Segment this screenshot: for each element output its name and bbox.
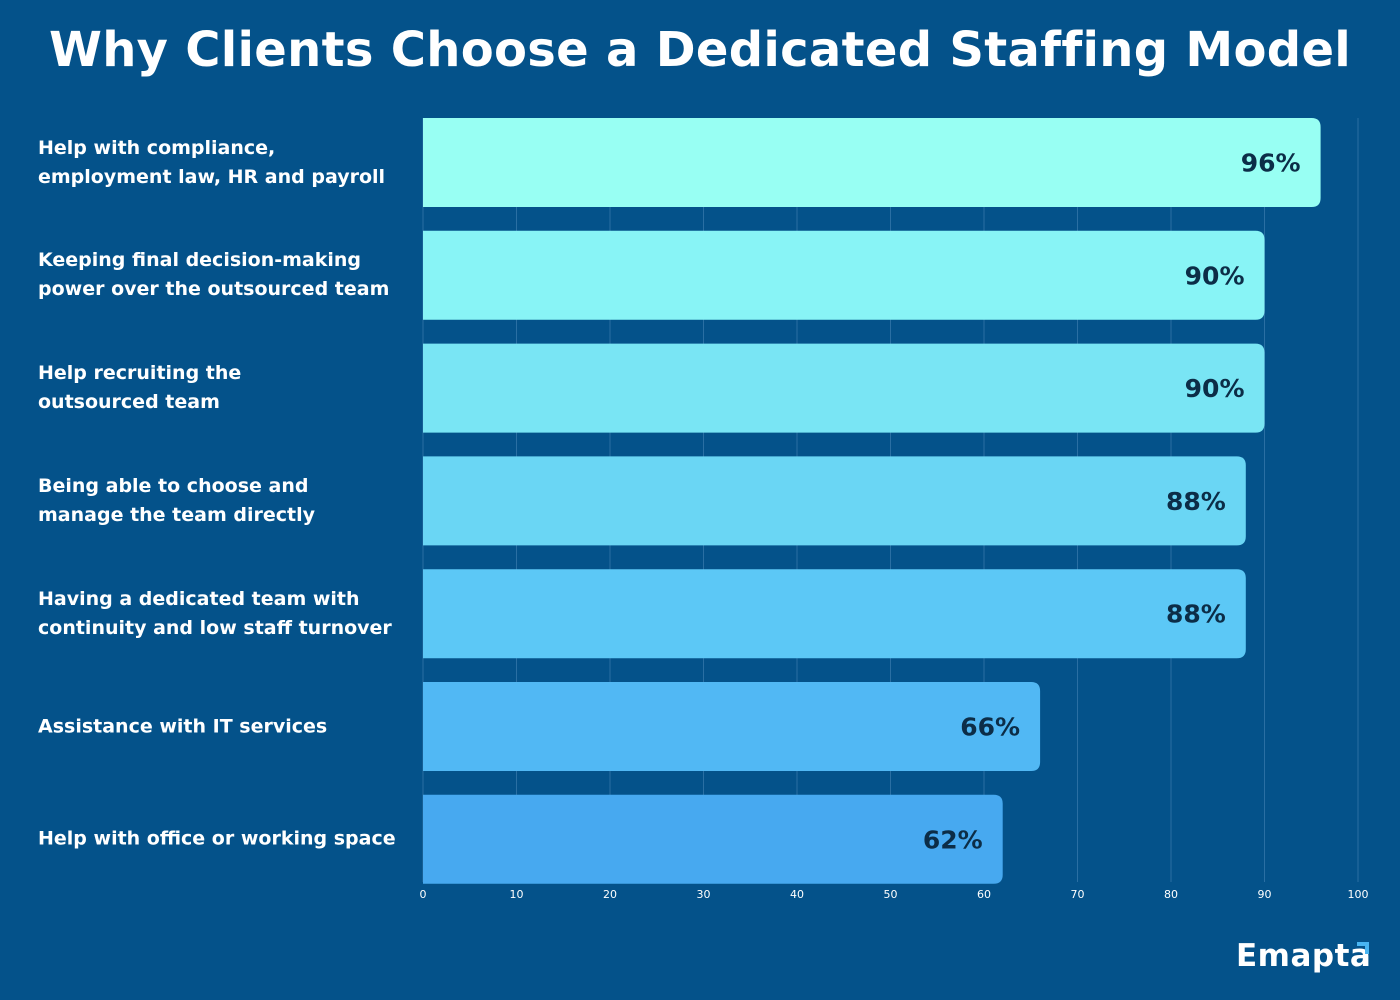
bar-value-label: 88% — [1166, 600, 1226, 629]
bar-value-label: 90% — [1185, 374, 1245, 403]
x-tick-label: 30 — [697, 888, 711, 901]
bar — [423, 456, 1246, 546]
x-tick-label: 80 — [1164, 888, 1178, 901]
bar-value-label: 88% — [1166, 487, 1226, 516]
category-label: Having a dedicated team with continuity … — [38, 587, 392, 639]
bar — [423, 794, 1003, 884]
category-label: Help with compliance, employment law, HR… — [38, 136, 386, 188]
bar — [423, 682, 1041, 771]
bar — [423, 343, 1265, 433]
category-label: Help with office or working space — [38, 827, 396, 850]
logo-corner-icon — [1357, 942, 1369, 954]
x-axis-ticks: 0 10 20 30 40 50 60 70 80 90 100 — [420, 888, 1369, 901]
x-tick-label: 100 — [1348, 888, 1369, 901]
x-tick-label: 60 — [977, 888, 991, 901]
x-tick-label: 0 — [420, 888, 427, 901]
category-label: Help recruiting the outsourced team — [38, 362, 242, 414]
bar-value-label: 66% — [960, 713, 1020, 742]
x-tick-label: 40 — [790, 888, 804, 901]
x-tick-label: 90 — [1258, 888, 1272, 901]
category-label: Keeping final decision-making power over… — [38, 249, 390, 301]
category-label: Assistance with IT services — [38, 715, 328, 737]
bar-value-label: 90% — [1185, 261, 1245, 290]
bar — [423, 569, 1246, 659]
bar-value-label: 62% — [923, 825, 983, 854]
chart-title: Why Clients Choose a Dedicated Staffing … — [48, 22, 1352, 78]
x-tick-label: 20 — [603, 888, 617, 901]
x-tick-label: 10 — [510, 888, 524, 901]
bar — [423, 118, 1321, 207]
category-label: Being able to choose and manage the team… — [38, 474, 315, 526]
x-tick-label: 50 — [884, 888, 898, 901]
brand-logo: Emapta — [1236, 938, 1372, 974]
bars: 96% 90% 90% 88% 88% 66% 62% — [423, 118, 1321, 884]
bar — [423, 230, 1265, 320]
x-tick-label: 70 — [1071, 888, 1085, 901]
bar-value-label: 96% — [1241, 149, 1301, 178]
